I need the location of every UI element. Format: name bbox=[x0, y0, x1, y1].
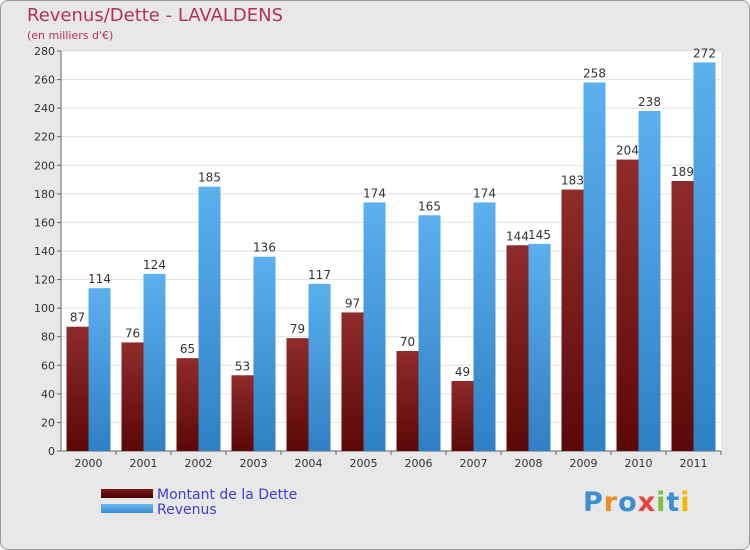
x-tick-label: 2006 bbox=[405, 457, 433, 470]
x-tick-label: 2003 bbox=[240, 457, 268, 470]
y-tick-label: 160 bbox=[34, 216, 55, 229]
legend-swatch-revenus bbox=[101, 504, 153, 513]
y-tick-label: 240 bbox=[34, 102, 55, 115]
data-label: 136 bbox=[253, 241, 276, 255]
y-tick-label: 200 bbox=[34, 159, 55, 172]
y-tick-label: 40 bbox=[41, 388, 55, 401]
chart-subtitle: (en milliers d'€) bbox=[27, 29, 114, 42]
data-label: 189 bbox=[671, 165, 694, 179]
x-tick-label: 2010 bbox=[625, 457, 653, 470]
data-label: 258 bbox=[583, 66, 606, 80]
data-label: 117 bbox=[308, 268, 331, 282]
y-tick-label: 140 bbox=[34, 245, 55, 258]
bar-dette bbox=[561, 189, 584, 452]
data-label: 114 bbox=[88, 272, 111, 286]
data-label: 53 bbox=[235, 359, 250, 373]
legend-label: Revenus bbox=[157, 502, 217, 518]
bar-revenus bbox=[88, 288, 111, 451]
y-tick-label: 120 bbox=[34, 274, 55, 287]
data-label: 145 bbox=[528, 228, 551, 242]
logo-letter: t bbox=[666, 487, 681, 518]
x-tick-label: 2011 bbox=[680, 457, 708, 470]
y-tick-label: 180 bbox=[34, 188, 55, 201]
data-label: 76 bbox=[125, 326, 140, 340]
x-tick-label: 2002 bbox=[185, 457, 213, 470]
bar-dette bbox=[506, 245, 529, 451]
logo-letter: P bbox=[583, 487, 604, 518]
bar-dette bbox=[616, 159, 639, 452]
data-label: 174 bbox=[473, 186, 496, 200]
bar-revenus bbox=[638, 111, 661, 451]
data-label: 87 bbox=[70, 311, 85, 325]
bar-dette bbox=[671, 181, 694, 451]
logo-letter: i bbox=[680, 487, 691, 518]
chart-title: Revenus/Dette - LAVALDENS bbox=[27, 5, 284, 26]
bar-revenus bbox=[528, 243, 551, 451]
logo-letter: x bbox=[637, 487, 657, 518]
legend-label: Montant de la Dette bbox=[157, 487, 297, 503]
x-tick-label: 2009 bbox=[570, 457, 598, 470]
bar-dette bbox=[176, 358, 199, 451]
y-tick-label: 220 bbox=[34, 131, 55, 144]
data-label: 70 bbox=[400, 335, 415, 349]
legend-swatch-dette bbox=[101, 489, 153, 498]
bar-dette bbox=[396, 351, 419, 451]
y-tick-label: 20 bbox=[41, 416, 55, 429]
bar-dette bbox=[286, 338, 309, 451]
x-tick-label: 2004 bbox=[295, 457, 323, 470]
data-label: 144 bbox=[506, 229, 529, 243]
bar-dette bbox=[451, 381, 474, 451]
bar-revenus bbox=[583, 82, 606, 451]
data-label: 97 bbox=[345, 296, 360, 310]
data-label: 165 bbox=[418, 199, 441, 213]
data-label: 272 bbox=[693, 46, 716, 60]
bar-revenus bbox=[693, 62, 716, 452]
data-label: 79 bbox=[290, 322, 305, 336]
x-tick-label: 2000 bbox=[75, 457, 103, 470]
data-label: 204 bbox=[616, 144, 639, 158]
bar-dette bbox=[341, 312, 364, 451]
y-tick-label: 0 bbox=[48, 445, 55, 458]
x-tick-label: 2007 bbox=[460, 457, 488, 470]
bar-revenus bbox=[198, 186, 221, 451]
y-tick-label: 60 bbox=[41, 359, 55, 372]
bar-revenus bbox=[473, 202, 496, 451]
logo-letter: r bbox=[603, 487, 619, 518]
logo-letter: o bbox=[618, 487, 638, 518]
x-tick-label: 2001 bbox=[130, 457, 158, 470]
data-label: 174 bbox=[363, 186, 386, 200]
bar-revenus bbox=[308, 283, 331, 451]
y-tick-label: 260 bbox=[34, 74, 55, 87]
bar-dette bbox=[66, 326, 89, 451]
logo-letter: i bbox=[656, 487, 667, 518]
x-tick-label: 2005 bbox=[350, 457, 378, 470]
data-label: 49 bbox=[455, 365, 470, 379]
proxiti-logo: Proxiti bbox=[583, 487, 691, 518]
bar-revenus bbox=[143, 273, 166, 451]
data-label: 183 bbox=[561, 174, 584, 188]
bar-revenus bbox=[363, 202, 386, 451]
y-tick-label: 100 bbox=[34, 302, 55, 315]
bar-dette bbox=[121, 342, 144, 451]
data-label: 124 bbox=[143, 258, 166, 272]
y-tick-label: 80 bbox=[41, 331, 55, 344]
bar-dette bbox=[231, 375, 254, 451]
data-label: 238 bbox=[638, 95, 661, 109]
data-label: 65 bbox=[180, 342, 195, 356]
bar-revenus bbox=[418, 215, 441, 451]
y-tick-label: 280 bbox=[34, 45, 55, 58]
bar-revenus bbox=[253, 256, 276, 451]
data-label: 185 bbox=[198, 171, 221, 185]
x-tick-label: 2008 bbox=[515, 457, 543, 470]
